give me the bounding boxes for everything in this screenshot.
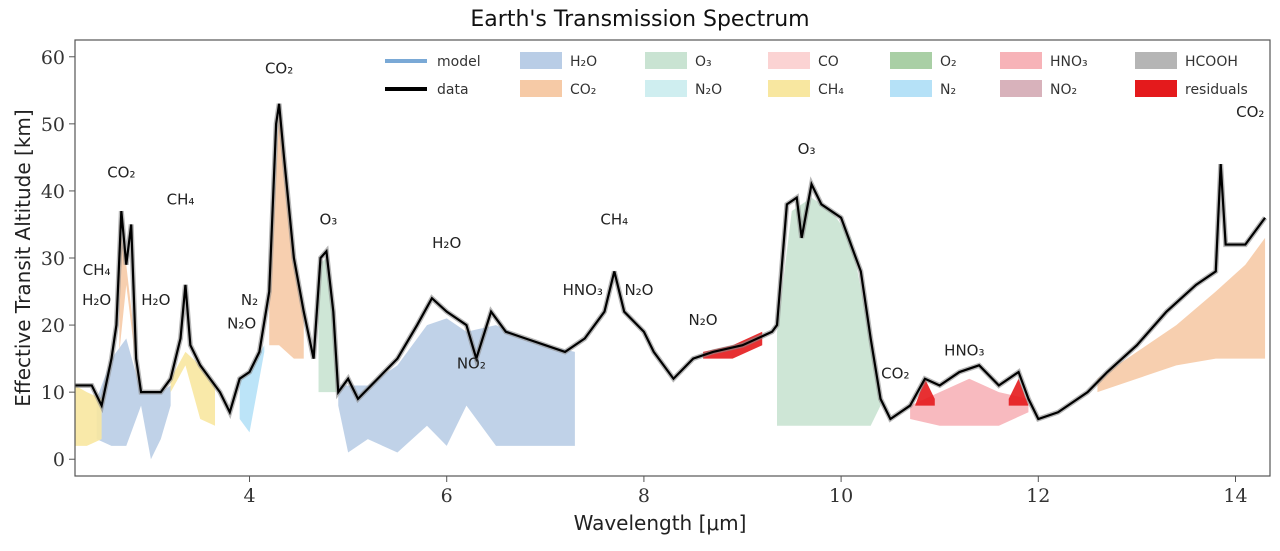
annotation-label: CO₂ (265, 60, 293, 78)
absorber-band (910, 378, 1029, 426)
x-tick-label: 8 (638, 485, 650, 507)
plot-frame (74, 39, 1271, 477)
legend-label: H₂O (570, 54, 597, 70)
annotation-label: H₂O (432, 234, 461, 252)
legend-label: residuals (1185, 82, 1248, 98)
absorber-band (75, 385, 102, 446)
absorber-band (96, 338, 171, 460)
legend-label: O₂ (940, 54, 957, 70)
y-tick-label: 50 (41, 114, 65, 136)
legend-label: O₃ (695, 54, 712, 70)
y-tick-label: 0 (53, 449, 65, 471)
annotation-label: CO₂ (1236, 103, 1264, 121)
legend-swatch (1135, 52, 1177, 69)
absorber-band (269, 110, 304, 359)
annotation-label: CO₂ (107, 164, 135, 182)
y-tick-label: 60 (41, 47, 65, 69)
annotation-label: N₂ (241, 291, 258, 309)
annotation-label: HNO₃ (944, 341, 984, 359)
legend-swatch (520, 52, 562, 69)
residual-region (1008, 378, 1029, 406)
annotation-label: CH₄ (167, 190, 195, 208)
legend-swatch (645, 80, 687, 97)
legend-swatch (890, 52, 932, 69)
y-tick-label: 30 (41, 248, 65, 270)
annotation-label: H₂O (141, 291, 170, 309)
legend-label: NO₂ (1050, 82, 1077, 98)
x-tick-label: 12 (1026, 485, 1050, 507)
annotation-label: HNO₃ (563, 281, 603, 299)
legend-label: CO₂ (570, 82, 596, 98)
x-tick-label: 14 (1223, 485, 1247, 507)
annotation-label: O₃ (319, 210, 337, 228)
annotation-label: CO₂ (881, 365, 909, 383)
annotation-label: N₂O (227, 314, 256, 332)
annotation-label: H₂O (82, 291, 111, 309)
legend-swatch (645, 52, 687, 69)
legend-label: HNO₃ (1050, 54, 1088, 70)
absorber-band (318, 258, 339, 393)
legend-swatch (520, 80, 562, 97)
x-tick-label: 6 (441, 485, 453, 507)
y-tick-label: 40 (41, 181, 65, 203)
residual-region (915, 378, 935, 406)
data-line (75, 103, 1266, 421)
legend-swatch (1135, 80, 1177, 97)
legend-label: CO (818, 54, 839, 70)
y-tick-label: 10 (41, 382, 65, 404)
annotation-label: N₂O (624, 281, 653, 299)
x-tick-label: 10 (829, 485, 853, 507)
absorber-band (170, 351, 216, 426)
legend-label: data (437, 82, 469, 98)
legend-swatch (768, 52, 810, 69)
legend-swatch (890, 80, 932, 97)
annotation-label: CH₄ (83, 261, 111, 279)
absorber-band (338, 318, 575, 453)
legend-swatch (1000, 80, 1042, 97)
legend-label: N₂O (695, 82, 722, 98)
annotation-label: O₃ (798, 140, 816, 158)
y-axis-label: Effective Transit Altitude [km] (11, 109, 35, 406)
annotation-label: N₂O (689, 311, 718, 329)
annotation-label: NO₂ (457, 355, 486, 373)
x-tick-label: 4 (243, 485, 255, 507)
plot-area: 4 6 8 10 12 14 0 10 20 30 40 50 60 CO₂ CO₂ CH₄ CH₄ H₂O H₂O… (41, 39, 1271, 507)
legend-label: N₂ (940, 82, 956, 98)
annotation-label: CH₄ (600, 210, 628, 228)
legend-label: CH₄ (818, 82, 844, 98)
legend-label: HCOOH (1185, 54, 1238, 70)
absorber-band (1097, 237, 1266, 393)
y-tick-label: 20 (41, 315, 65, 337)
absorber-band (239, 345, 265, 433)
legend-swatch (768, 80, 810, 97)
chart-title: Earth's Transmission Spectrum (470, 7, 809, 32)
legend-label: model (437, 54, 481, 70)
x-axis-label: Wavelength [μm] (574, 511, 747, 535)
absorber-band (777, 197, 881, 426)
legend-swatch (1000, 52, 1042, 69)
